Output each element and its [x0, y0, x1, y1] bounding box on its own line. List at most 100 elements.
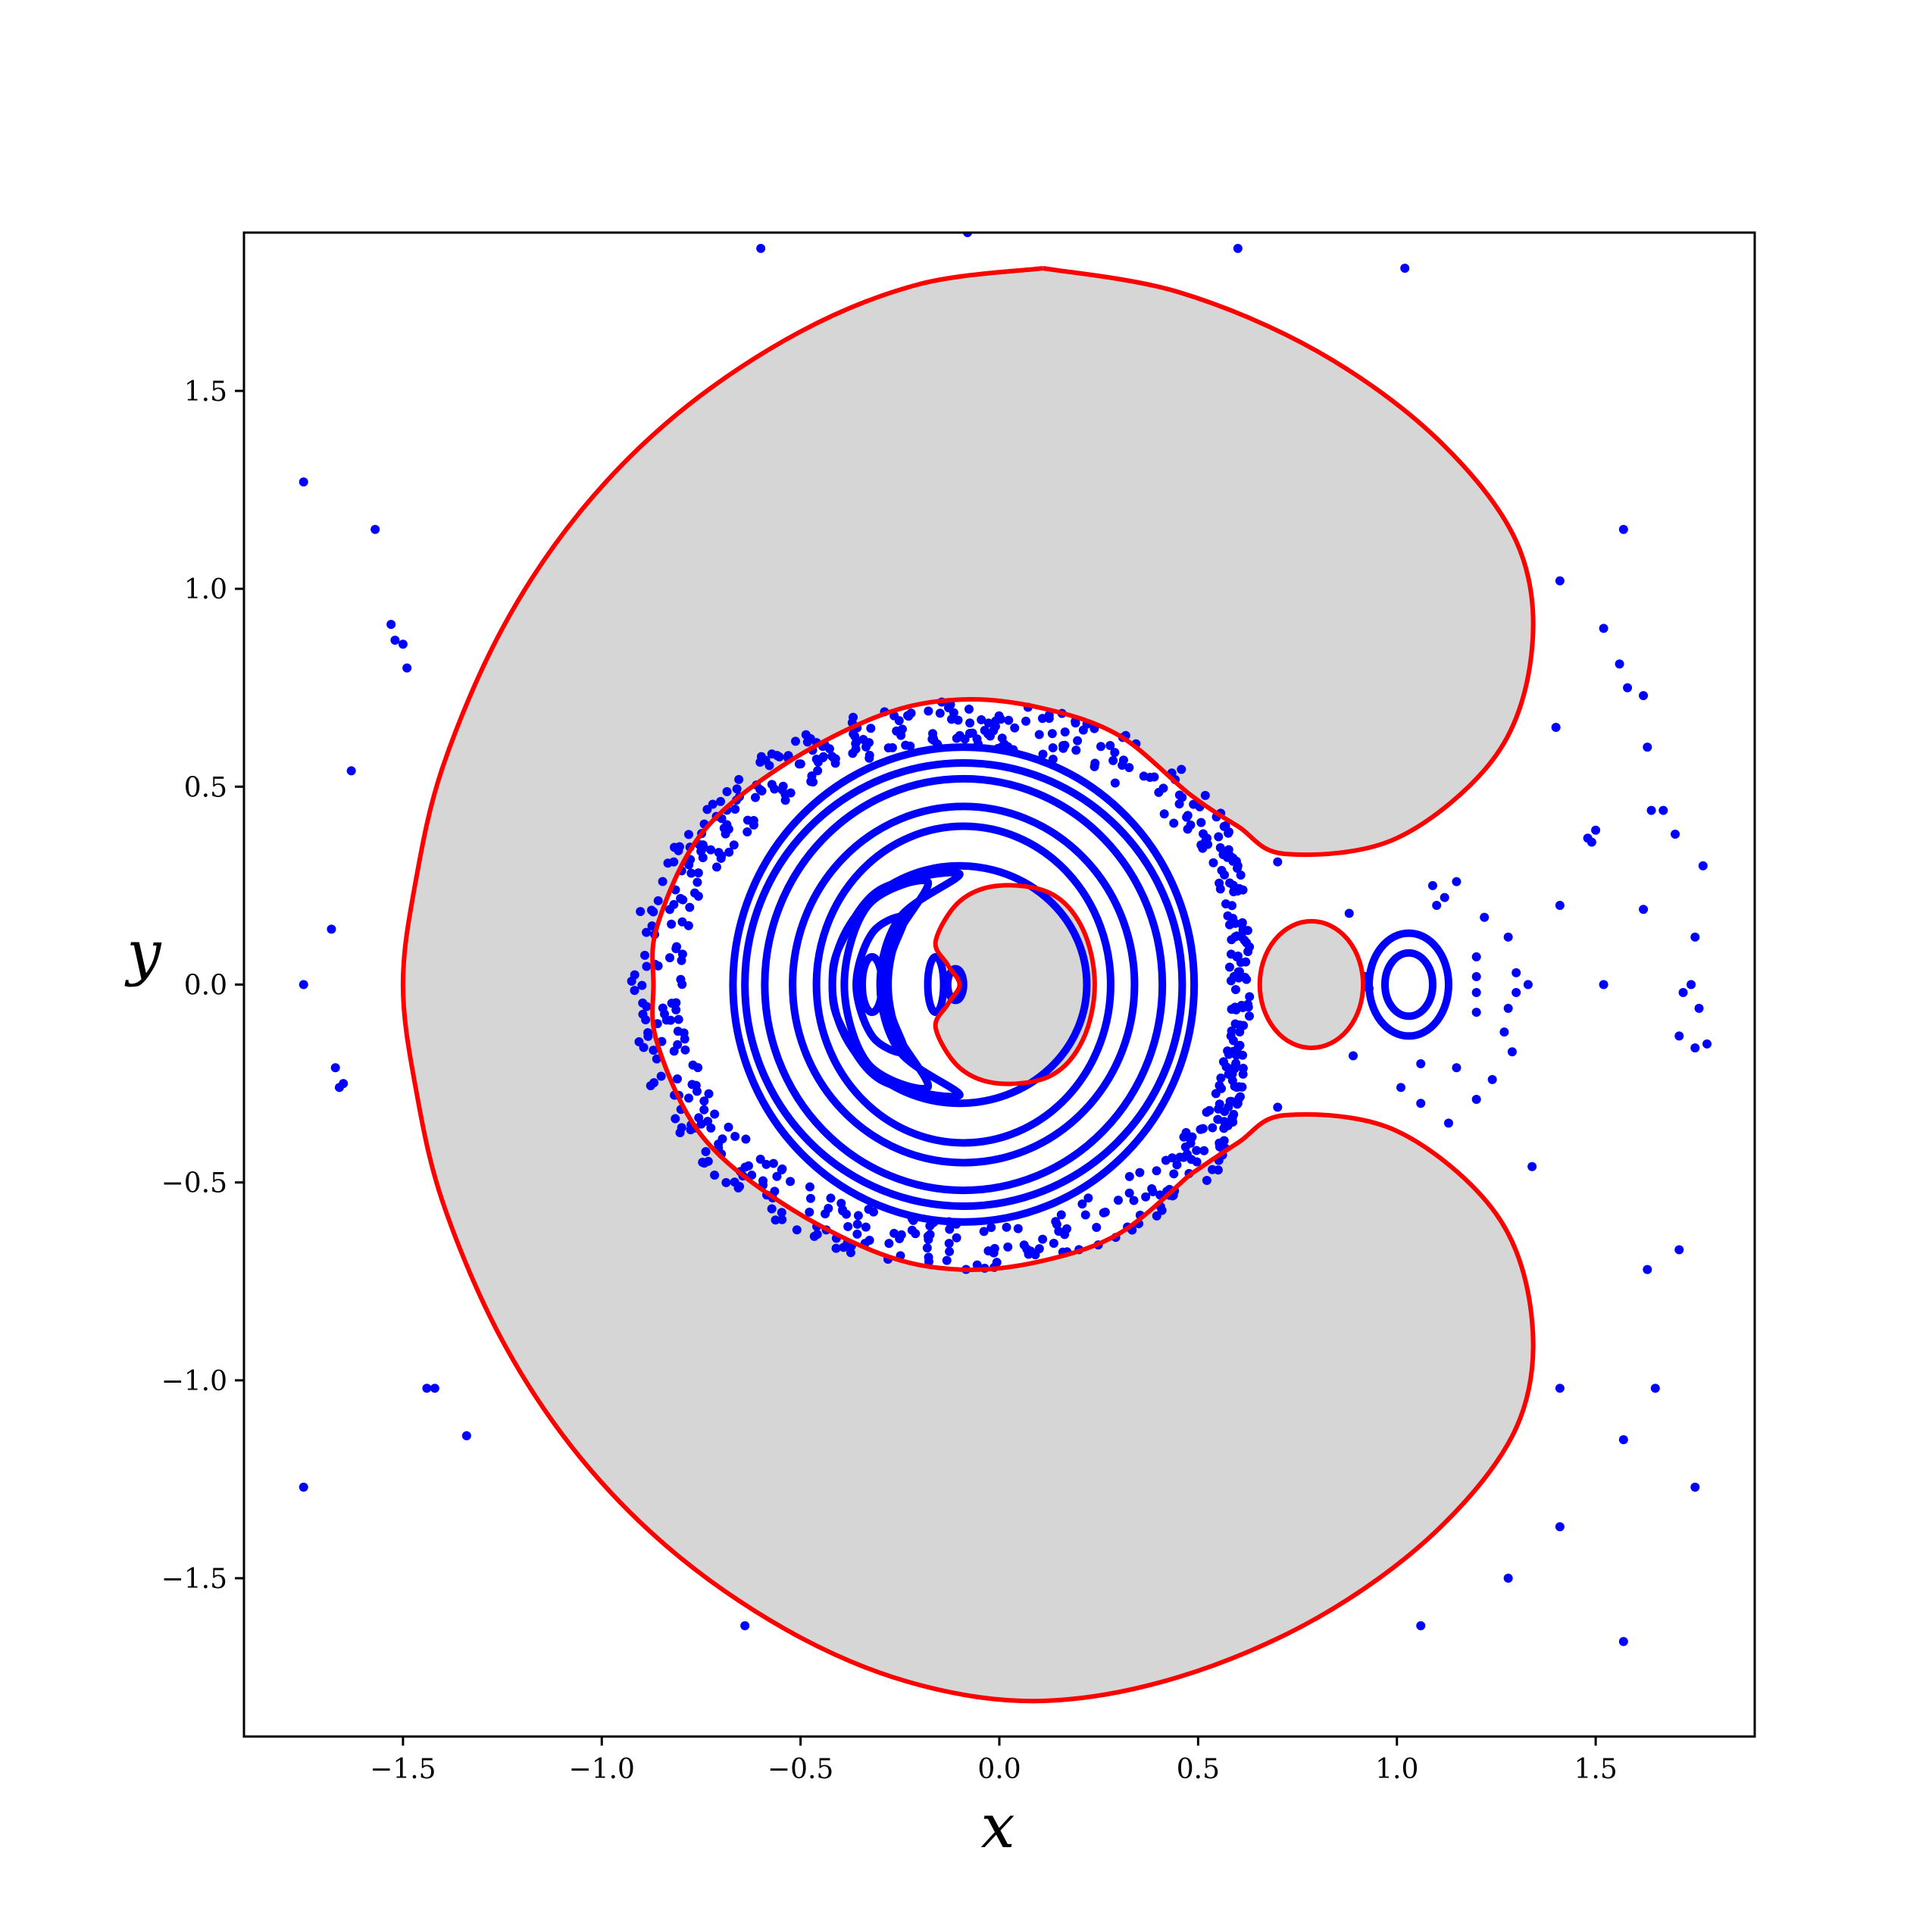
chaotic-sea-point [924, 1252, 933, 1262]
chaotic-sea-point [1096, 742, 1106, 752]
chaotic-sea-point [1071, 746, 1081, 755]
orbit-point-39 [1687, 980, 1696, 989]
x-tick-label: −1.0 [569, 1754, 635, 1785]
orbit-point-58 [1440, 893, 1449, 902]
chaotic-sea-point [1192, 1157, 1202, 1167]
chaotic-sea-point [671, 944, 681, 954]
chaotic-sea-point [698, 853, 708, 863]
invariant-curve-1 [741, 758, 1186, 1211]
orbit-point-42 [1674, 1031, 1684, 1041]
chaotic-sea-point [813, 766, 823, 776]
chaotic-sea-point [1113, 1196, 1123, 1205]
chaotic-sea-point [761, 755, 771, 765]
chaotic-sea-point [945, 1246, 955, 1256]
forbidden-region-layer [402, 267, 1533, 1702]
chaotic-sea-point [673, 1074, 683, 1083]
chaotic-sea-point [1208, 858, 1218, 868]
chaotic-sea-point [996, 714, 1005, 724]
chaotic-sea-point [1196, 1124, 1205, 1134]
chaotic-sea-point [630, 986, 639, 996]
orbit-point-32 [1591, 825, 1601, 835]
chaotic-sea-point [796, 759, 805, 769]
orbit-point-61 [1480, 912, 1490, 922]
zero-velocity-curve-inner [650, 266, 1536, 1272]
chaotic-sea-point [1228, 1046, 1238, 1056]
y-tick-label: 1.5 [184, 377, 227, 408]
chaotic-sea-point [630, 970, 639, 980]
chaotic-sea-point [1219, 1124, 1229, 1133]
chaotic-sea-point [1080, 1210, 1090, 1220]
chaotic-sea-point [791, 736, 801, 746]
chaotic-sea-point [1062, 1224, 1072, 1233]
y-tick-label: −0.5 [161, 1168, 227, 1199]
chaotic-sea-point [1208, 1123, 1218, 1133]
chaotic-sea-point [1245, 992, 1255, 1002]
orbit-point-65 [1471, 987, 1481, 997]
orbit-layer [299, 233, 1712, 1646]
chaotic-sea-point [1186, 1138, 1196, 1148]
orbit-point-67 [1503, 1003, 1513, 1013]
orbit-point-26 [1643, 742, 1652, 752]
chaotic-sea-point [1152, 1166, 1161, 1176]
chaotic-sea-point [1217, 865, 1227, 875]
chaotic-sea-point [1227, 1076, 1237, 1086]
chaotic-sea-point [1223, 911, 1233, 921]
chaotic-sea-point [933, 740, 943, 750]
chaotic-sea-point [1230, 918, 1240, 928]
chaotic-sea-point [1118, 760, 1127, 770]
chaotic-sea-point [669, 1046, 679, 1056]
chaotic-sea-point [1208, 1165, 1218, 1174]
chaotic-sea-point [701, 1146, 711, 1156]
chaotic-sea-point [1235, 1020, 1245, 1030]
chaotic-sea-point [1233, 886, 1243, 896]
chaotic-sea-point [1233, 864, 1243, 874]
chaotic-sea-point [667, 919, 677, 929]
chaotic-sea-point [1236, 932, 1246, 942]
chaotic-sea-point [671, 1005, 681, 1014]
chaotic-sea-point [1145, 772, 1155, 782]
orbit-point-19 [1400, 264, 1410, 274]
x-tick-label: 0.5 [1177, 1754, 1220, 1785]
chaotic-sea-point [780, 796, 790, 805]
chaotic-sea-point [693, 1063, 703, 1073]
orbit-point-18 [1233, 243, 1243, 253]
forbidden-region-secondary [1259, 921, 1364, 1049]
chaotic-sea-point [770, 1186, 780, 1196]
chaotic-sea-point [1234, 1093, 1244, 1103]
chaotic-sea-point [710, 1109, 720, 1119]
chaotic-sea-point [1177, 764, 1186, 774]
invariant-curve-6 [828, 868, 964, 1101]
orbit-point-59 [1427, 880, 1437, 890]
chaotic-sea-point [646, 905, 656, 915]
chaotic-sea-point [786, 1177, 796, 1186]
orbit-point-48 [1555, 1383, 1565, 1393]
chaotic-sea-point [674, 1014, 683, 1024]
chaotic-sea-point [677, 917, 687, 927]
chaotic-sea-point [942, 1255, 952, 1265]
chaotic-sea-point [983, 729, 993, 739]
chaotic-sea-point [1024, 1249, 1033, 1259]
chaotic-sea-point [730, 804, 740, 814]
chaotic-sea-point [637, 980, 647, 990]
chaotic-sea-point [852, 1219, 862, 1229]
orbit-point-54 [1416, 1621, 1426, 1630]
chaotic-sea-point [923, 1231, 933, 1241]
chaotic-sea-point [671, 1114, 680, 1124]
chaotic-sea-point [922, 1243, 932, 1253]
chaotic-sea-point [846, 1248, 855, 1258]
chaotic-sea-point [986, 1223, 996, 1233]
chaotic-sea-point [1034, 730, 1044, 739]
chaotic-sea-point [1060, 727, 1070, 737]
x-tick-label: 0.0 [977, 1754, 1021, 1785]
chaotic-sea-point [636, 907, 646, 917]
chaotic-sea-point [1192, 1146, 1202, 1155]
orbit-point-69 [1523, 980, 1533, 989]
chaotic-sea-point [755, 785, 765, 795]
chaotic-sea-point [1220, 1107, 1230, 1117]
chaotic-sea-point [660, 1009, 670, 1019]
chaotic-sea-point [806, 777, 816, 786]
orbit-point-16 [756, 243, 766, 253]
chaotic-sea-point [974, 739, 983, 749]
orbit-point-53 [1503, 1574, 1513, 1583]
orbit-point-46 [1674, 1245, 1684, 1255]
